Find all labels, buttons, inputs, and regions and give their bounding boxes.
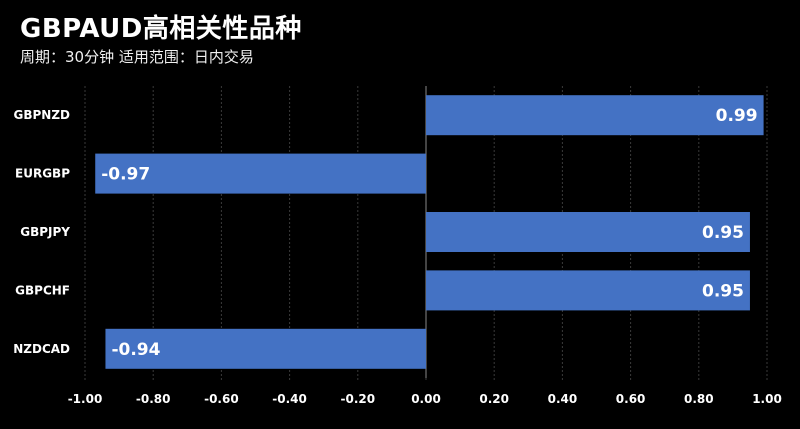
bar-gbpchf: [426, 270, 750, 311]
category-label: NZDCAD: [13, 342, 70, 356]
x-tick-label: 1.00: [752, 392, 782, 406]
x-tick-label: -0.80: [136, 392, 171, 406]
bar-gbpjpy: [426, 212, 750, 252]
x-tick-label: 0.40: [548, 392, 578, 406]
category-label: GBPCHF: [15, 283, 70, 297]
chart-title: GBPAUD高相关性品种: [20, 14, 302, 44]
x-tick-label: -0.60: [204, 392, 239, 406]
x-tick-label: 0.80: [684, 392, 714, 406]
value-label: -0.94: [111, 340, 160, 360]
x-tick-label: -1.00: [68, 392, 103, 406]
x-tick-label: 0.20: [479, 392, 509, 406]
chart-subtitle: 周期：30分钟 适用范围：日内交易: [20, 48, 254, 66]
x-tick-label: 0.60: [616, 392, 646, 406]
bar-nzdcad: [105, 328, 427, 369]
value-label: 0.99: [716, 106, 758, 126]
category-label: GBPNZD: [14, 108, 71, 122]
category-label: GBPJPY: [20, 225, 70, 239]
category-label: EURGBP: [15, 167, 70, 181]
value-label: 0.95: [702, 281, 744, 301]
x-tick-label: -0.20: [341, 392, 376, 406]
bars: [95, 95, 764, 369]
bar-gbpnzd: [426, 95, 764, 136]
x-tick-label: 0.00: [411, 392, 441, 406]
value-label: -0.97: [101, 165, 150, 185]
x-tick-label: -0.40: [272, 392, 307, 406]
labels: -1.00 -0.80 -0.60 -0.40 -0.20 0.00 0.20 0.40 0.6…: [13, 106, 782, 406]
value-label: 0.95: [702, 223, 744, 243]
bar-eurgbp: [95, 153, 426, 194]
